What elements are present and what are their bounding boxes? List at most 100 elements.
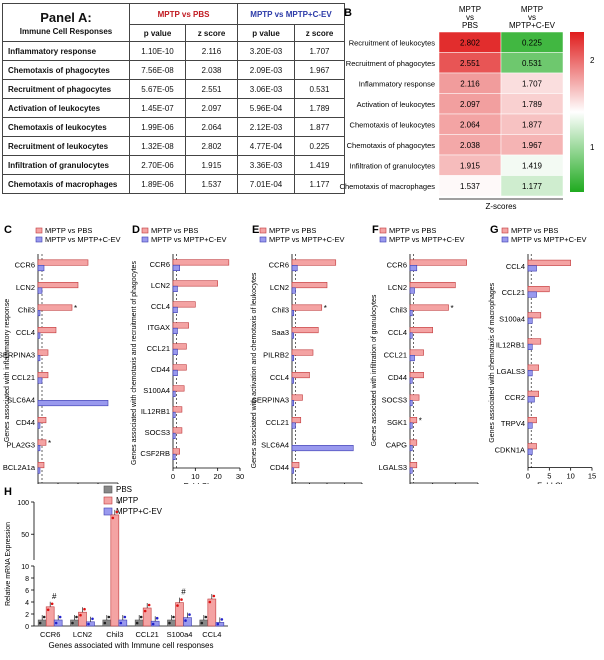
bar-mptp-vs-pbs xyxy=(527,364,539,371)
legend-swatch xyxy=(259,227,267,234)
legend-label: MPTP xyxy=(116,496,138,505)
heatmap-col-header: MPTP vs MPTP+C-EV xyxy=(509,5,556,30)
category-label: CCR2 xyxy=(505,393,525,402)
bar-mptp-vs-cev xyxy=(37,467,41,474)
cell-z2: 1.177 xyxy=(294,174,345,194)
cell-p1: 1.99E-06 xyxy=(129,117,186,137)
legend-swatch xyxy=(379,236,387,243)
category-label: CCR6 xyxy=(150,260,170,269)
bar-mptp-vs-cev xyxy=(409,310,413,317)
legend-label: MPTP vs PBS xyxy=(511,226,558,235)
data-point xyxy=(79,613,82,617)
category-label: TRPV4 xyxy=(501,419,525,428)
category-label: Chil3 xyxy=(18,305,35,314)
bar-mptp-vs-cev xyxy=(37,287,43,294)
panel-b-letter: B xyxy=(344,7,352,19)
x-tick-label: 30 xyxy=(236,472,244,481)
legend-label: MPTP vs MPTP+C-EV xyxy=(269,235,345,244)
data-point xyxy=(103,621,107,625)
bar-mptp-vs-cev xyxy=(409,355,415,362)
category-label: PILRB2 xyxy=(263,350,289,359)
cell-z2: 1.789 xyxy=(294,98,345,118)
x-axis-label: Genes associated with Immune cell respon… xyxy=(49,641,214,650)
heatmap-value: 1.789 xyxy=(522,100,543,109)
bar-mptp-vs-pbs xyxy=(172,343,187,350)
category-label: SERPINA3 xyxy=(0,350,35,359)
data-point xyxy=(42,615,46,619)
y-axis-label: Genes associated with inflammatory respo… xyxy=(4,299,11,442)
heatmap-row-label: Infiltration of granulocytes xyxy=(350,161,436,170)
data-point xyxy=(204,615,208,619)
category-label: Chil3 xyxy=(106,630,123,639)
heatmap-cell xyxy=(500,175,564,197)
col-z2: z score xyxy=(294,24,345,42)
category-label: S100A4 xyxy=(143,386,170,395)
category-label: IL12RB1 xyxy=(141,407,170,416)
colorbar xyxy=(570,32,584,192)
cell-p1: 7.56E-08 xyxy=(129,60,186,80)
category-label: LCN2 xyxy=(16,283,35,292)
legend-label: PBS xyxy=(116,485,132,494)
heatmap-row-label: Chemotaxis of phagocytes xyxy=(347,141,436,150)
data-point xyxy=(168,621,171,625)
cell-p2: 2.09E-03 xyxy=(237,60,295,80)
panel-letter: C xyxy=(4,224,12,236)
category-label: BCL2A1a xyxy=(3,463,36,472)
cell-p1: 1.45E-07 xyxy=(129,98,186,118)
bar-mptp-vs-pbs xyxy=(172,280,218,287)
data-point xyxy=(216,622,220,626)
bar-mptp-vs-pbs xyxy=(291,394,303,401)
panel-b-heatmap: B MPTP vs PBS MPTP vs MPTP+C-EV Recruitment of … xyxy=(340,5,595,211)
category-label: CCL4 xyxy=(388,328,407,337)
category-label: LCN2 xyxy=(73,630,92,639)
bar-mptp-vs-pbs xyxy=(291,259,337,266)
data-point xyxy=(155,616,159,620)
legend-swatch xyxy=(501,236,509,243)
category-label: CD44 xyxy=(16,418,35,427)
cell-name: Inflammatory response xyxy=(2,41,130,61)
table-row: Recruitment of leukocytes 1.32E-08 2.802 4.… xyxy=(2,136,345,156)
bar-mptp-vs-cev xyxy=(527,448,533,455)
x-tick-label: 0 xyxy=(171,472,175,481)
category-label: PLA2G3 xyxy=(7,440,35,449)
bar-mptp-vs-pbs xyxy=(409,439,418,446)
cell-z1: 2.064 xyxy=(185,117,238,137)
y-axis-label: Genes associated with activation and che… xyxy=(251,272,258,468)
data-point xyxy=(50,602,54,606)
bar-mptp-vs-pbs xyxy=(172,301,196,308)
data-point xyxy=(111,516,115,520)
category-label: CCL4 xyxy=(270,373,289,382)
bar-mptp-vs-cev xyxy=(291,264,298,272)
cell-z1: 2.038 xyxy=(185,60,238,80)
col-z1: z score xyxy=(185,24,238,42)
category-label: LCN2 xyxy=(270,283,289,292)
bar-mptp-vs-cev xyxy=(291,287,296,294)
data-point xyxy=(115,510,119,514)
significance-mark: * xyxy=(117,500,120,509)
x-tick-label: 5 xyxy=(547,472,551,481)
bar-mptp-vs-cev xyxy=(291,377,295,384)
category-label: SLC6A4 xyxy=(261,440,289,449)
data-point xyxy=(200,621,204,625)
colorbar-tick: 2 xyxy=(590,56,595,65)
x-axis-label: Fold Change xyxy=(184,482,230,484)
y-tick-label: 2 xyxy=(25,612,29,619)
significance-star: * xyxy=(74,304,77,313)
bar-mptp-vs-pbs xyxy=(291,304,323,311)
bar-mptp-vs-cev xyxy=(409,445,413,452)
legend-swatch xyxy=(103,507,113,516)
bar-mptp-vs-cev xyxy=(527,343,533,350)
x-tick-label: 0 xyxy=(526,472,530,481)
heatmap-value: 2.551 xyxy=(460,59,481,68)
cell-name: Recruitment of leukocytes xyxy=(2,136,130,156)
x-tick-label: 20 xyxy=(213,472,221,481)
bar-mptp-vs-cev xyxy=(409,467,413,474)
bar-mptp-vs-pbs xyxy=(37,417,47,424)
bar-mptp-vs-cev xyxy=(527,422,533,429)
data-point xyxy=(176,604,179,607)
data-point xyxy=(54,621,58,625)
bar-mptp-vs-cev xyxy=(37,400,109,407)
bar-mptp-vs-pbs xyxy=(172,364,187,371)
